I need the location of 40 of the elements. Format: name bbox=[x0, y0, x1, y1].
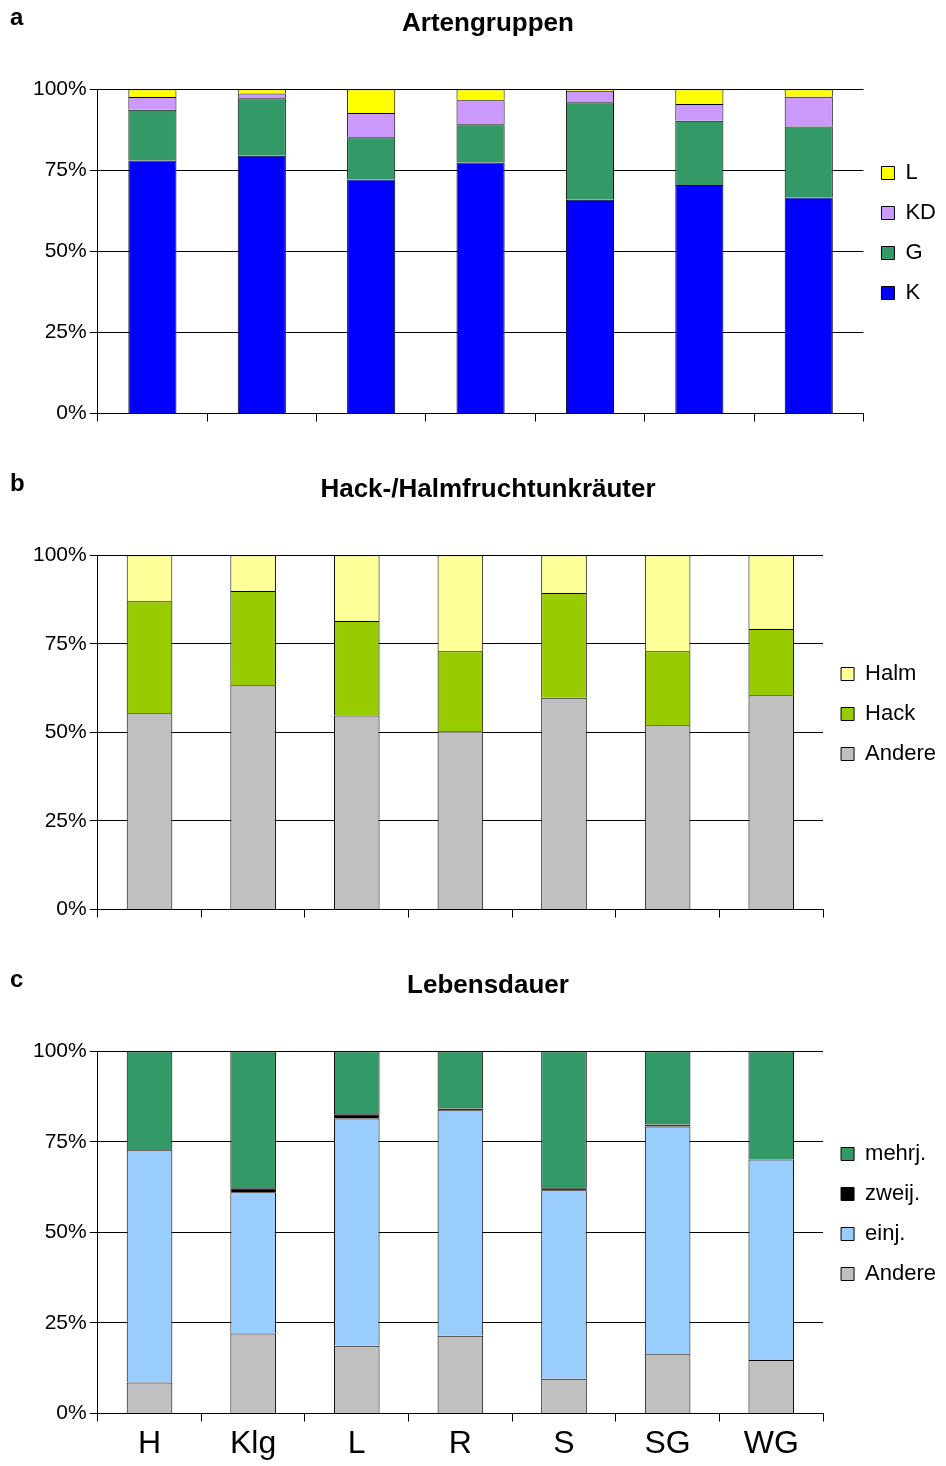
y-tick-label: 0% bbox=[56, 400, 87, 424]
y-tick-label: 25% bbox=[44, 319, 87, 343]
x-tick-label: S bbox=[553, 1423, 575, 1460]
legend-label: Halm bbox=[865, 660, 917, 686]
y-tick-label: 50% bbox=[44, 238, 87, 262]
y-tick-label: 75% bbox=[44, 630, 87, 654]
y-tick-label: 25% bbox=[44, 807, 87, 831]
x-tick-label: L bbox=[347, 1423, 366, 1460]
legend-label: L bbox=[905, 159, 918, 185]
legend-label: mehrj. bbox=[865, 1140, 927, 1166]
y-tick-label: 75% bbox=[44, 157, 87, 181]
legend-label: K bbox=[905, 279, 921, 305]
y-tick-label: 100% bbox=[32, 542, 87, 565]
chart-title: Artengruppen bbox=[402, 6, 574, 37]
x-tick-label: H bbox=[137, 1423, 162, 1460]
y-tick-label: 0% bbox=[56, 896, 87, 920]
text: b bbox=[10, 468, 25, 496]
y-tick-label: 50% bbox=[44, 1219, 87, 1243]
text: a bbox=[10, 2, 24, 30]
x-tick-label: Klg bbox=[230, 1423, 277, 1460]
chart-title: Hack-/Halmfruchtunkräuter bbox=[320, 472, 656, 503]
y-tick-label: 25% bbox=[44, 1309, 87, 1333]
y-tick-label: 0% bbox=[56, 1400, 87, 1424]
chart-title: Lebensdauer bbox=[407, 968, 569, 999]
x-tick-label: WG bbox=[743, 1423, 799, 1460]
y-tick-label: 75% bbox=[44, 1128, 87, 1152]
legend-label: Andere bbox=[865, 1260, 937, 1286]
legend-label: G bbox=[905, 239, 923, 265]
legend-label: Andere bbox=[865, 740, 937, 766]
y-tick-label: 50% bbox=[44, 719, 87, 743]
legend-label: zweij. bbox=[865, 1180, 921, 1206]
bar bbox=[230, 1188, 276, 1193]
x-tick-label: R bbox=[448, 1423, 472, 1460]
legend-label: Hack bbox=[865, 700, 917, 726]
y-tick-label: 100% bbox=[32, 76, 87, 99]
y-tick-label: 100% bbox=[32, 1038, 87, 1061]
text: c bbox=[10, 964, 24, 992]
legend-label: einj. bbox=[865, 1220, 906, 1246]
x-tick-label: SG bbox=[644, 1423, 691, 1460]
legend-label: KD bbox=[905, 199, 936, 225]
